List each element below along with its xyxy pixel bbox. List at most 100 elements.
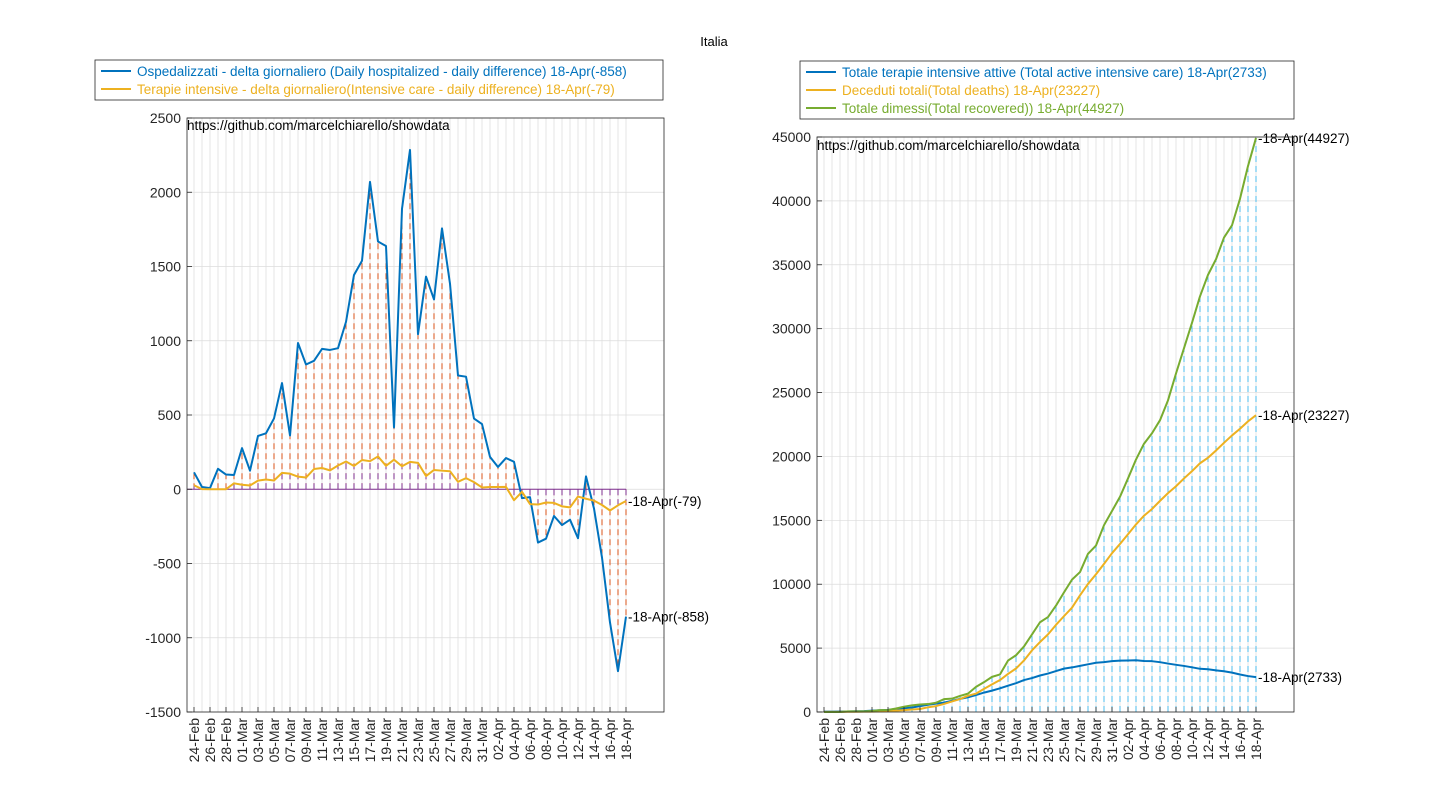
x-tick-label: 10-Apr [554,718,570,760]
y-tick-label: 500 [158,407,182,423]
legend-box [799,60,1295,120]
x-tick-label: 15-Mar [976,718,992,763]
x-tick-label: 16-Apr [1232,718,1248,760]
x-tick-label: 23-Mar [1040,718,1056,763]
chart-totals: -18-Apr(2733) -18-Apr(23227) -18-Apr(44927… [772,60,1350,763]
source-annotation: https://github.com/marcelchiarello/showd… [187,118,450,133]
y-tick-label: 35000 [772,257,811,273]
x-tick-label: 16-Apr [602,718,618,760]
x-tick-label: 08-Apr [1168,718,1184,760]
x-tick-label: 25-Mar [426,718,442,763]
x-tick-label: 31-Mar [1104,718,1120,763]
end-label-0: -18-Apr(-858) [628,610,709,625]
x-tick-label: 25-Mar [1056,718,1072,763]
x-tick-label: 31-Mar [474,718,490,763]
x-tick-label: 19-Mar [378,718,394,763]
x-tick-label: 26-Feb [832,718,848,763]
x-tick-label: 08-Apr [538,718,554,760]
y-tick-label: 2500 [150,110,181,126]
y-tick-label: 40000 [772,193,811,209]
series-line-1 [823,414,1257,713]
y-tick-label: 0 [803,704,811,720]
legend-box [94,59,664,101]
x-tick-label: 27-Mar [1072,718,1088,763]
end-label-1: -18-Apr(23227) [1258,408,1350,423]
legend-entry-0: Ospedalizzati - delta giornaliero (Daily… [137,64,627,79]
y-tick-label: 1500 [150,259,181,275]
x-tick-label: 06-Apr [522,718,538,760]
x-tick-label: 17-Mar [362,718,378,763]
x-tick-label: 01-Mar [864,718,880,763]
x-tick-label: 12-Apr [1200,718,1216,760]
figure-title: Italia [700,34,728,49]
x-tick-label: 27-Mar [442,718,458,763]
y-tick-label: -1000 [145,630,181,646]
x-tick-label: 18-Apr [1248,718,1264,760]
series-line-2 [824,137,1257,713]
legend-entry-2: Totale dimessi(Total recovered)) 18-Apr(… [842,101,1124,116]
x-tick-label: 17-Mar [992,718,1008,763]
legend-entry-1: Deceduti totali(Total deaths) 18-Apr(232… [842,83,1100,98]
end-label-0: -18-Apr(2733) [1258,670,1342,685]
y-tick-label: 10000 [772,576,811,592]
x-tick-label: 02-Apr [1120,718,1136,760]
x-tick-label: 11-Mar [944,718,960,762]
x-tick-label: 21-Mar [394,718,410,763]
y-tick-label: 2000 [150,184,181,200]
x-tick-label: 18-Apr [618,718,634,760]
y-tick-label: 15000 [772,512,811,528]
x-tick-label: 03-Mar [250,718,266,763]
x-tick-label: 14-Apr [586,718,602,760]
end-label-2: -18-Apr(44927) [1258,131,1350,146]
source-annotation: https://github.com/marcelchiarello/showd… [817,138,1080,153]
x-tick-label: 05-Mar [896,718,912,763]
x-tick-label: 29-Mar [458,718,474,763]
y-tick-label: -1500 [145,704,181,720]
x-tick-label: 15-Mar [346,718,362,763]
axes-box [816,136,1295,713]
x-tick-label: 01-Mar [234,718,250,763]
x-tick-label: 24-Feb [186,718,202,763]
x-tick-label: 07-Mar [282,718,298,763]
x-tick-label: 21-Mar [1024,718,1040,763]
x-tick-label: 07-Mar [912,718,928,763]
x-tick-label: 10-Apr [1184,718,1200,760]
legend-entry-0: Totale terapie intensive attive (Total a… [842,65,1267,80]
x-tick-label: 05-Mar [266,718,282,763]
x-tick-label: 26-Feb [202,718,218,763]
chart-hospitalized-delta: -18-Apr(-858) -18-Apr(-79) -1500 -1000 -500 0… [94,59,709,763]
x-tick-label: 06-Apr [1152,718,1168,760]
x-tick-label: 11-Mar [314,718,330,762]
y-tick-label: 20000 [772,448,811,464]
x-tick-label: 09-Mar [928,718,944,763]
legend: Ospedalizzati - delta giornaliero (Daily… [94,59,664,101]
x-tick-label: 13-Mar [960,718,976,763]
x-tick-label: 29-Mar [1088,718,1104,763]
legend: Totale terapie intensive attive (Total a… [799,60,1295,120]
y-tick-label: 25000 [772,385,811,401]
x-tick-label: 09-Mar [298,718,314,763]
x-tick-label: 14-Apr [1216,718,1232,760]
series-line-0 [193,148,627,673]
x-tick-label: 24-Feb [816,718,832,763]
x-tick-label: 28-Feb [218,718,234,763]
x-tick-label: 23-Mar [410,718,426,763]
x-tick-label: 28-Feb [848,718,864,763]
y-tick-label: 30000 [772,321,811,337]
x-tick-label: 02-Apr [490,718,506,760]
x-tick-label: 03-Mar [880,718,896,763]
x-tick-label: 19-Mar [1008,718,1024,763]
end-label-1: -18-Apr(-79) [628,494,702,509]
y-tick-label: -500 [153,556,181,572]
x-tick-label: 04-Apr [506,718,522,760]
x-tick-label: 13-Mar [330,718,346,763]
y-tick-label: 1000 [150,333,181,349]
y-tick-label: 0 [173,481,181,497]
y-tick-label: 45000 [772,129,811,145]
legend-entry-1: Terapie intensive - delta giornaliero(In… [137,82,615,97]
x-tick-label: 04-Apr [1136,718,1152,760]
y-tick-label: 5000 [780,640,811,656]
series-line-1 [193,455,627,512]
x-tick-label: 12-Apr [570,718,586,760]
